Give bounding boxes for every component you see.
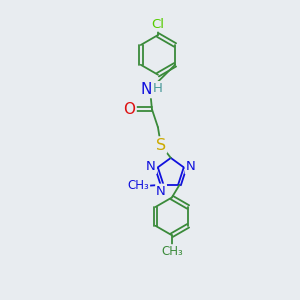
Text: H: H (153, 82, 163, 95)
Text: CH₃: CH₃ (128, 179, 149, 192)
Text: N: N (146, 160, 156, 173)
Text: N: N (186, 160, 195, 173)
Text: CH₃: CH₃ (161, 245, 183, 258)
Text: O: O (124, 102, 136, 117)
Text: N: N (141, 82, 152, 97)
Text: S: S (156, 137, 166, 152)
Text: Cl: Cl (152, 18, 164, 31)
Text: N: N (156, 185, 166, 198)
